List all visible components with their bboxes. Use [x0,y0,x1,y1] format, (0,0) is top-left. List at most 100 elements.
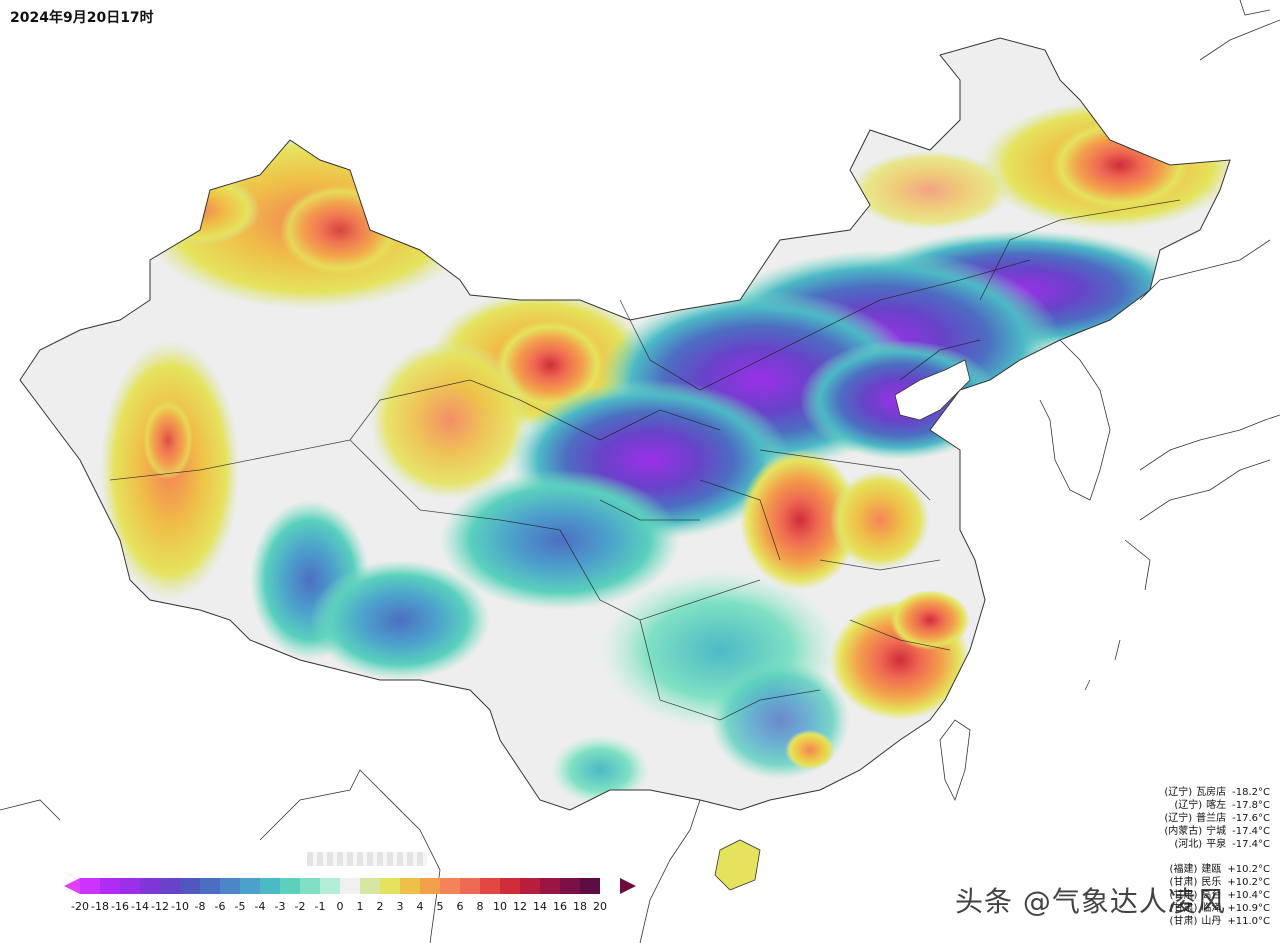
station-extremes-list: (辽宁) 瓦房店 -18.2°C (辽宁) 喀左 -17.8°C (辽宁) 普兰店 -17.6°… [1120,786,1270,928]
legend-tick: -6 [214,900,226,913]
legend-cell [140,878,160,894]
station-name: 建瓯 [1201,864,1222,875]
legend-cell [180,878,200,894]
station-prov: (辽宁) [1164,813,1193,824]
legend-cell [100,878,120,894]
legend-tick: 14 [533,900,547,913]
station-row: (甘肃) 民乐 +10.2°C [1120,876,1270,889]
legend-tick: -5 [234,900,246,913]
station-row: (甘肃) 临泽 +10.9°C [1120,902,1270,915]
station-prov: (福建) [1169,864,1198,875]
legend-cell [440,878,460,894]
station-row: (辽宁) 普兰店 -17.6°C [1120,812,1270,825]
station-row: (福建) 建瓯 +10.2°C [1120,863,1270,876]
watermark-text: 头条 @气象达人凌风 [955,885,1226,918]
station-value: +11.0°C [1227,916,1270,927]
station-name: 平泉 [1206,839,1227,850]
station-row: (辽宁) 喀左 -17.8°C [1120,799,1270,812]
station-value: -17.4°C [1232,826,1270,837]
station-prov: (辽宁) [1174,800,1203,811]
legend-cell [560,878,580,894]
legend-cell [340,878,360,894]
legend-tick: 4 [416,900,424,913]
legend-cell [240,878,260,894]
station-name: 瓦房店 [1196,787,1227,798]
station-prov: (甘肃) [1169,877,1198,888]
station-prov: (内蒙古) [1164,826,1203,837]
legend-tick: -1 [314,900,326,913]
station-row: (甘肃) 高台 +10.4°C [1120,889,1270,902]
legend-cell [400,878,420,894]
legend-tick: -16 [111,900,129,913]
station-value: -18.2°C [1232,787,1270,798]
legend-tick: -8 [194,900,206,913]
legend-cell [300,878,320,894]
legend-cell [580,878,600,894]
legend-cell [500,878,520,894]
legend-cell [380,878,400,894]
station-name: 山丹 [1201,916,1222,927]
station-prov: (甘肃) [1169,916,1198,927]
station-name: 普兰店 [1196,813,1227,824]
station-row: (内蒙古) 宁城 -17.4°C [1120,825,1270,838]
legend-max-arrow [620,878,636,894]
station-value: -17.4°C [1232,839,1270,850]
legend-cell [280,878,300,894]
legend-cell [260,878,280,894]
station-row: (辽宁) 瓦房店 -18.2°C [1120,786,1270,799]
station-value: -17.8°C [1232,800,1270,811]
station-name: 宁城 [1206,826,1227,837]
legend-tick: -2 [294,900,306,913]
legend-tick: 20 [593,900,607,913]
legend-tick: -4 [254,900,266,913]
legend-tick: -14 [131,900,149,913]
legend-tick-labels: -20 -18 -16 -14 -12 -10 -8 -6 -5 -4 -3 -2 -1 0 1 2 3 4 5 6 8… [71,900,680,914]
station-name: 临泽 [1201,903,1222,914]
legend-cell [540,878,560,894]
legend-cell [120,878,140,894]
legend-cell [220,878,240,894]
legend-tick: 16 [553,900,567,913]
station-value: +10.2°C [1227,877,1270,888]
legend-tick: 8 [476,900,484,913]
legend-cell [160,878,180,894]
legend-cell [520,878,540,894]
legend-tick: -20 [71,900,89,913]
legend-tick: 12 [513,900,527,913]
station-name: 民乐 [1201,877,1222,888]
station-prov: (河北) [1174,839,1203,850]
station-row: (甘肃) 山丹 +11.0°C [1120,915,1270,928]
station-prov: (甘肃) [1169,903,1198,914]
legend-tick: -3 [274,900,286,913]
station-name: 喀左 [1206,800,1227,811]
legend-cell [480,878,500,894]
legend-tick: -12 [151,900,169,913]
station-value: -17.6°C [1232,813,1270,824]
station-value: +10.2°C [1227,864,1270,875]
legend-cell [420,878,440,894]
legend-tick: 5 [436,900,444,913]
station-name: 高台 [1201,890,1222,901]
station-prov: (辽宁) [1164,787,1193,798]
legend-cell [200,878,220,894]
legend-tick: -18 [91,900,109,913]
legend-cell [320,878,340,894]
legend-tick: 1 [356,900,364,913]
legend-color-bar [80,878,600,894]
legend-tick: 0 [336,900,344,913]
legend-tick: 2 [376,900,384,913]
blurred-watermark-strip [307,852,427,866]
legend-tick: 6 [456,900,464,913]
legend-min-arrow [64,878,80,894]
legend-tick: 3 [396,900,404,913]
station-value: +10.9°C [1227,903,1270,914]
station-row: (河北) 平泉 -17.4°C [1120,838,1270,851]
legend-cell [360,878,380,894]
legend-tick: 18 [573,900,587,913]
color-legend: -20 -18 -16 -14 -12 -10 -8 -6 -5 -4 -3 -2 -1 0 1 2 3 4 5 6 8… [64,876,640,916]
map-title: 2024年9月20日17时 [10,10,154,26]
station-value: +10.4°C [1227,890,1270,901]
legend-tick: -10 [171,900,189,913]
legend-cell [460,878,480,894]
